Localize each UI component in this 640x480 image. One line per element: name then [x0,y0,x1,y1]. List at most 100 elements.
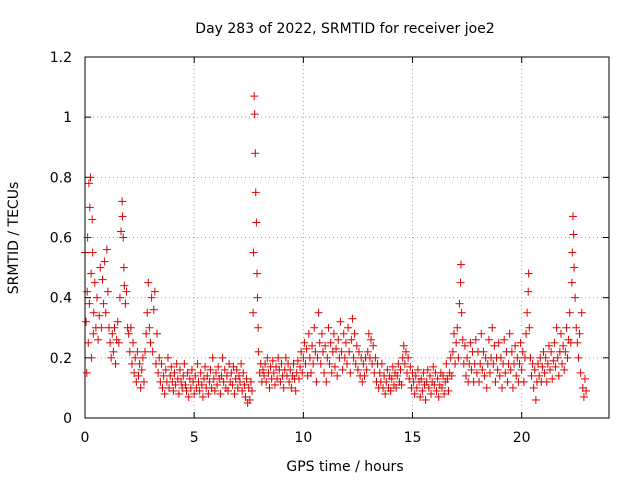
data-point [201,362,210,371]
data-point [175,365,184,374]
data-point [387,374,396,383]
data-point [506,365,515,374]
data-point [558,359,567,368]
data-point [488,323,497,332]
data-point [310,323,319,332]
data-point [540,368,549,377]
data-point [144,278,153,287]
data-point [86,173,95,182]
data-point [568,212,577,221]
data-point [442,359,451,368]
data-point [166,371,175,380]
data-point [363,347,372,356]
data-point [490,341,499,350]
data-point [204,389,213,398]
data-point [518,347,527,356]
data-point [396,365,405,374]
y-axis-label: SRMTID / TECUs [6,182,22,295]
data-point [161,365,170,374]
data-point [227,368,236,377]
data-point [489,359,498,368]
data-point [253,269,262,278]
data-point [480,371,489,380]
data-point [367,335,376,344]
data-point [97,323,106,332]
data-point [96,263,105,272]
data-point [170,368,179,377]
data-point [362,365,371,374]
data-point [344,323,353,332]
data-point [191,371,200,380]
data-point [571,293,580,302]
data-point [309,359,318,368]
data-point [276,377,285,386]
data-point [289,359,298,368]
data-point [89,329,98,338]
data-point [149,305,158,314]
data-point [546,365,555,374]
data-point [371,353,380,362]
data-point [471,335,480,344]
data-point [304,329,313,338]
data-point [262,377,271,386]
data-point [130,368,139,377]
data-point [225,359,234,368]
data-point [461,371,470,380]
data-point [93,293,102,302]
data-point [493,365,502,374]
data-point [82,317,91,326]
data-point [507,347,516,356]
y-tick-label: 0.2 [50,351,72,367]
x-axis-label: GPS time / hours [286,459,403,475]
data-point [308,341,317,350]
data-point [479,347,488,356]
data-point [305,353,314,362]
data-point [334,335,343,344]
data-point [503,377,512,386]
data-point [498,383,507,392]
data-point [412,383,421,392]
data-point [512,371,521,380]
data-point [515,359,524,368]
data-point [453,323,462,332]
data-point [350,329,359,338]
data-point [318,347,327,356]
data-point [406,362,415,371]
data-point [279,383,288,392]
data-point [218,353,227,362]
data-point [539,347,548,356]
x-tick-label: 0 [81,430,90,446]
data-point [333,371,342,380]
data-point [494,338,503,347]
data-point [353,365,362,374]
data-point [119,233,128,242]
data-point [486,368,495,377]
data-point [127,359,136,368]
data-point [425,371,434,380]
data-point [482,383,491,392]
data-point [177,377,186,386]
x-tick-label: 10 [294,430,312,446]
data-point [87,269,96,278]
data-point [220,365,229,374]
data-point [108,329,117,338]
data-point [573,338,582,347]
data-point [265,383,274,392]
data-point [556,329,565,338]
data-point [253,293,262,302]
data-point [523,308,532,317]
data-point [463,353,472,362]
data-point [399,341,408,350]
data-point [457,308,466,317]
data-point [550,338,559,347]
data-point [565,308,574,317]
data-point [527,371,536,380]
data-point [228,380,237,389]
chart-title: Day 283 of 2022, SRMTID for receiver joe… [195,21,494,37]
data-point [145,323,154,332]
y-tick-label: 1.2 [50,50,72,66]
data-point [449,329,458,338]
data-point [131,353,140,362]
data-point [401,347,410,356]
data-point [141,347,150,356]
